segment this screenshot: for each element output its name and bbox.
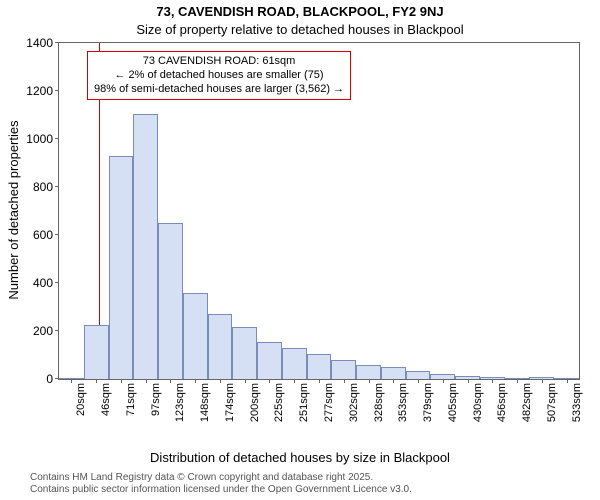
histogram-bar (381, 367, 406, 379)
x-tick-label: 302sqm (348, 383, 360, 422)
x-tick-mark (369, 379, 370, 383)
histogram-bar (158, 223, 183, 379)
x-tick-mark (121, 379, 122, 383)
x-tick-label: 430sqm (472, 383, 484, 422)
y-tick-mark (55, 90, 59, 91)
x-tick-label: 328sqm (373, 383, 385, 422)
y-tick-mark (55, 282, 59, 283)
x-tick-mark (294, 379, 295, 383)
x-tick-mark (195, 379, 196, 383)
x-tick-mark (418, 379, 419, 383)
y-tick-mark (55, 186, 59, 187)
histogram-bar (282, 348, 307, 379)
y-tick-label: 400 (33, 276, 53, 290)
x-tick-mark (567, 379, 568, 383)
y-tick-mark (55, 330, 59, 331)
histogram-bar (183, 293, 208, 379)
x-tick-label: 97sqm (150, 383, 162, 416)
x-tick-mark (71, 379, 72, 383)
x-tick-label: 405sqm (447, 383, 459, 422)
x-tick-label: 379sqm (422, 383, 434, 422)
plot-area: 73 CAVENDISH ROAD: 61sqm ← 2% of detache… (58, 42, 580, 380)
x-tick-label: 174sqm (224, 383, 236, 422)
x-tick-label: 20sqm (75, 383, 87, 416)
y-tick-mark (55, 42, 59, 43)
x-tick-mark (517, 379, 518, 383)
x-tick-label: 200sqm (249, 383, 261, 422)
callout-line-1: 73 CAVENDISH ROAD: 61sqm (94, 55, 344, 69)
x-tick-label: 533sqm (571, 383, 583, 422)
y-tick-mark (55, 234, 59, 235)
y-tick-mark (55, 138, 59, 139)
histogram-bar (331, 360, 356, 379)
chart-title-line1: 73, CAVENDISH ROAD, BLACKPOOL, FY2 9NJ (0, 4, 600, 19)
property-size-chart: 73, CAVENDISH ROAD, BLACKPOOL, FY2 9NJ S… (0, 0, 600, 500)
histogram-bar (232, 327, 257, 379)
y-tick-label: 800 (33, 180, 53, 194)
x-tick-label: 225sqm (273, 383, 285, 422)
x-tick-mark (220, 379, 221, 383)
y-tick-label: 1200 (26, 84, 53, 98)
x-tick-mark (542, 379, 543, 383)
y-tick-label: 1000 (26, 132, 53, 146)
x-tick-label: 251sqm (298, 383, 310, 422)
histogram-bar (109, 156, 134, 379)
x-tick-mark (269, 379, 270, 383)
histogram-bar (208, 314, 233, 379)
footnote-line-2: Contains public sector information licen… (30, 484, 412, 496)
footnote-line-1: Contains HM Land Registry data © Crown c… (30, 472, 412, 484)
y-tick-label: 200 (33, 324, 53, 338)
x-tick-mark (492, 379, 493, 383)
histogram-bar (84, 325, 109, 379)
x-tick-label: 46sqm (100, 383, 112, 416)
x-tick-mark (146, 379, 147, 383)
x-tick-label: 353sqm (397, 383, 409, 422)
y-tick-label: 600 (33, 228, 53, 242)
x-tick-label: 482sqm (521, 383, 533, 422)
histogram-bar (356, 365, 381, 379)
x-tick-label: 277sqm (323, 383, 335, 422)
histogram-bar (133, 114, 158, 379)
property-callout: 73 CAVENDISH ROAD: 61sqm ← 2% of detache… (87, 51, 351, 100)
x-tick-mark (96, 379, 97, 383)
x-tick-label: 71sqm (125, 383, 137, 416)
x-tick-label: 148sqm (199, 383, 211, 422)
y-tick-label: 0 (46, 372, 53, 386)
histogram-bar (257, 342, 282, 379)
x-tick-label: 507sqm (546, 383, 558, 422)
x-axis-label: Distribution of detached houses by size … (0, 450, 600, 465)
x-tick-mark (344, 379, 345, 383)
x-tick-mark (393, 379, 394, 383)
x-tick-mark (468, 379, 469, 383)
chart-footnote: Contains HM Land Registry data © Crown c… (30, 472, 412, 496)
histogram-bar (406, 371, 431, 379)
x-tick-mark (319, 379, 320, 383)
histogram-bar (307, 354, 332, 379)
x-tick-label: 456sqm (496, 383, 508, 422)
chart-title-line2: Size of property relative to detached ho… (0, 22, 600, 37)
callout-line-3: 98% of semi-detached houses are larger (… (94, 83, 344, 97)
callout-line-2: ← 2% of detached houses are smaller (75) (94, 69, 344, 83)
x-tick-label: 123sqm (174, 383, 186, 422)
x-tick-mark (170, 379, 171, 383)
x-tick-mark (245, 379, 246, 383)
y-tick-label: 1400 (26, 36, 53, 50)
x-tick-mark (443, 379, 444, 383)
y-axis-label: Number of detached properties (6, 120, 21, 299)
